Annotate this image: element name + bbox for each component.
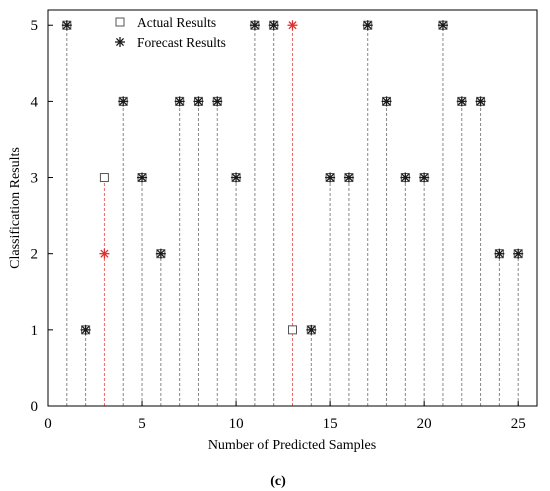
forecast-marker	[118, 96, 129, 107]
legend-forecast-marker	[115, 37, 125, 47]
forecast-marker	[400, 172, 411, 183]
y-axis-ticks: 0 1 2 3 4 5	[31, 18, 53, 415]
forecast-marker	[193, 96, 204, 107]
forecast-marker	[343, 172, 354, 183]
forecast-marker	[249, 20, 260, 31]
forecast-marker	[306, 324, 317, 335]
x-axis-ticks: 0 5 10 15 20 25	[44, 401, 526, 432]
forecast-marker	[137, 172, 148, 183]
subfigure-label: (c)	[270, 474, 286, 489]
x-tick-label: 15	[323, 416, 338, 432]
forecast-marker	[268, 20, 279, 31]
forecast-marker	[80, 324, 91, 335]
forecast-marker	[61, 20, 72, 31]
actual-marker	[288, 325, 297, 335]
forecast-marker	[475, 96, 486, 107]
forecast-marker	[494, 248, 505, 259]
forecast-marker	[362, 20, 373, 31]
legend-square-icon	[115, 17, 125, 27]
forecast-marker	[231, 172, 242, 183]
y-tick-label: 2	[31, 247, 39, 263]
x-tick-label: 5	[138, 416, 146, 432]
forecast-marker	[381, 96, 392, 107]
y-tick-label: 3	[31, 171, 39, 187]
legend-asterisk-icon	[115, 37, 125, 47]
legend: Actual Results Forecast Results	[115, 15, 226, 50]
forecast-marker	[99, 248, 110, 259]
x-tick-label: 25	[511, 416, 526, 432]
y-tick-label: 5	[31, 18, 39, 34]
legend-forecast-label: Forecast Results	[137, 35, 226, 50]
forecast-marker	[419, 172, 430, 183]
x-tick-label: 10	[229, 416, 244, 432]
x-tick-label: 20	[417, 416, 432, 432]
y-tick-label: 4	[31, 94, 39, 110]
forecast-marker	[212, 96, 223, 107]
forecast-marker	[325, 172, 336, 183]
data-markers	[61, 20, 524, 335]
actual-marker	[99, 173, 109, 183]
legend-actual-marker	[115, 17, 125, 27]
y-tick-label: 1	[31, 323, 39, 339]
x-axis-label: Number of Predicted Samples	[208, 438, 376, 453]
forecast-marker	[174, 96, 185, 107]
plot-frame	[47, 9, 538, 407]
axes	[47, 9, 538, 407]
forecast-marker	[155, 248, 166, 259]
x-tick-label: 0	[44, 416, 52, 432]
forecast-marker	[513, 248, 524, 259]
forecast-marker	[456, 96, 467, 107]
forecast-marker	[437, 20, 448, 31]
y-tick-label: 0	[31, 399, 39, 415]
y-axis-label: Classification Results	[8, 147, 23, 269]
drop-lines	[66, 25, 519, 406]
forecast-marker	[287, 20, 298, 31]
legend-actual-label: Actual Results	[137, 15, 216, 30]
